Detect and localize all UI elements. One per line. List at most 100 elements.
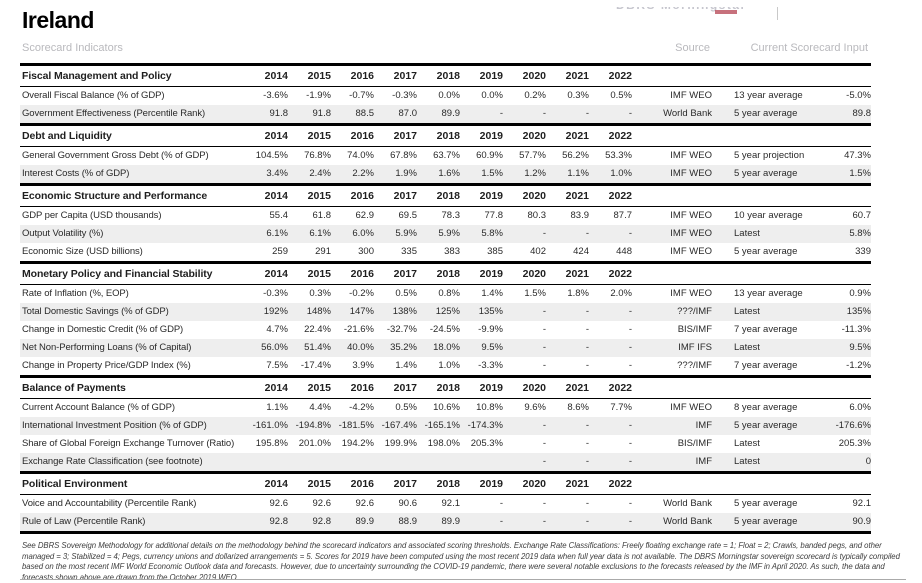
year-value: -194.8% <box>295 420 331 431</box>
year-value: 74.0% <box>347 150 374 161</box>
year-header: 2019 <box>479 382 503 394</box>
year-value: -0.3% <box>392 90 417 101</box>
source-cell: IMF WEO <box>670 228 712 239</box>
year-value: 5.8% <box>481 228 503 239</box>
year-value: 147% <box>349 306 374 317</box>
indicator-label: GDP per Capita (USD thousands) <box>22 210 162 221</box>
input-value-cell: 1.5% <box>849 168 871 179</box>
source-cell: BIS/IMF <box>677 438 712 449</box>
year-value <box>331 453 374 471</box>
year-header: 2019 <box>479 130 503 142</box>
year-header: 2016 <box>350 268 374 280</box>
year-value: 91.8 <box>269 108 289 119</box>
scorecard-table: Fiscal Management and Policy 2014 2015 2016… <box>20 63 871 534</box>
year-header: 2020 <box>522 190 546 202</box>
year-header: 2017 <box>393 70 417 82</box>
year-header: 2017 <box>393 190 417 202</box>
year-value: -17.4% <box>300 360 331 371</box>
source-cell: IMF WEO <box>670 402 712 413</box>
indicator-label: Total Domestic Savings (% of GDP) <box>22 306 169 317</box>
input-desc-cell: 7 year average <box>734 360 798 371</box>
section-header: Debt and Liquidity 2014 2015 2016 2017 2018 20… <box>20 126 871 147</box>
page-title: Ireland <box>22 7 94 33</box>
indicator-label: General Government Gross Debt (% of GDP) <box>22 150 209 161</box>
input-desc-cell: Latest <box>734 228 760 239</box>
year-value: 92.6 <box>355 498 375 509</box>
year-header: 2020 <box>522 268 546 280</box>
year-value: 89.9 <box>355 516 375 527</box>
input-value-cell: -176.6% <box>835 420 871 431</box>
year-value: 1.2% <box>524 168 546 179</box>
year-value: - <box>542 342 546 353</box>
year-value: -0.7% <box>349 90 374 101</box>
year-header: 2014 <box>264 478 288 490</box>
year-header: 2021 <box>565 382 589 394</box>
source-cell: World Bank <box>663 108 712 119</box>
input-desc-cell: 5 year average <box>734 516 798 527</box>
indicator-row: Rule of Law (Percentile Rank) 92.8 92.8 89.… <box>20 513 871 531</box>
indicator-label: Economic Size (USD billions) <box>22 246 143 257</box>
source-header-spacer <box>632 186 712 206</box>
section: Monetary Policy and Financial Stability 2… <box>20 261 871 375</box>
year-header: 2020 <box>522 70 546 82</box>
source-header-spacer <box>632 126 712 146</box>
section-header: Fiscal Management and Policy 2014 2015 2016… <box>20 66 871 87</box>
year-value: - <box>542 498 546 509</box>
year-header: 2018 <box>436 382 460 394</box>
year-value: 62.9 <box>355 210 375 221</box>
year-value: 201.0% <box>298 438 331 449</box>
year-value: 2.2% <box>352 168 374 179</box>
logo-fragment: DBRS Morningstar <box>616 7 766 15</box>
year-value: 0.0% <box>438 90 460 101</box>
year-value: 10.8% <box>476 402 503 413</box>
year-header: 2019 <box>479 190 503 202</box>
year-value: 57.7% <box>519 150 546 161</box>
year-value: 1.4% <box>395 360 417 371</box>
input-desc-cell: Latest <box>734 342 760 353</box>
desc-header-spacer <box>712 186 827 206</box>
year-value: 3.9% <box>352 360 374 371</box>
input-desc-cell: 10 year average <box>734 210 803 221</box>
section-title: Monetary Policy and Financial Stability <box>22 268 213 280</box>
year-header: 2016 <box>350 190 374 202</box>
year-value: 51.4% <box>304 342 331 353</box>
year-value: 9.5% <box>481 342 503 353</box>
year-value: 56.0% <box>261 342 288 353</box>
indicator-label: Change in Domestic Credit (% of GDP) <box>22 324 184 335</box>
input-desc-cell: Latest <box>734 306 760 317</box>
year-value: 69.5 <box>398 210 418 221</box>
year-value: - <box>585 516 589 527</box>
year-header: 2022 <box>608 70 632 82</box>
source-cell: World Bank <box>663 498 712 509</box>
year-value: 90.6 <box>398 498 418 509</box>
year-value: - <box>628 438 632 449</box>
year-value: 199.9% <box>384 438 417 449</box>
value-header-spacer <box>827 186 871 206</box>
indicator-row: Interest Costs (% of GDP) 3.4% 2.4% 2.2% 1.9… <box>20 165 871 183</box>
year-header: 2020 <box>522 130 546 142</box>
value-header-spacer <box>827 66 871 86</box>
desc-header-spacer <box>712 126 827 146</box>
input-value-cell: 0.9% <box>849 288 871 299</box>
input-value-cell: 89.8 <box>852 108 872 119</box>
year-header: 2022 <box>608 382 632 394</box>
year-value: 0.0% <box>481 90 503 101</box>
section: Economic Structure and Performance 2014 20… <box>20 183 871 261</box>
value-header-spacer <box>827 474 871 494</box>
input-value-cell: 9.5% <box>849 342 871 353</box>
year-value: 1.1% <box>266 402 288 413</box>
year-header: 2015 <box>307 382 331 394</box>
year-value: - <box>585 108 589 119</box>
year-header: 2017 <box>393 478 417 490</box>
input-value-cell: 339 <box>855 246 871 257</box>
year-header: 2016 <box>350 130 374 142</box>
year-value: 1.6% <box>438 168 460 179</box>
input-value-cell: 5.8% <box>849 228 871 239</box>
year-value: - <box>542 228 546 239</box>
year-value: - <box>542 108 546 119</box>
input-desc-cell: Latest <box>734 438 760 449</box>
year-value: 259 <box>272 246 288 257</box>
input-value-cell: 47.3% <box>844 150 871 161</box>
input-value-cell: 92.1 <box>852 498 872 509</box>
indicator-label: Exchange Rate Classification (see footno… <box>22 456 203 467</box>
